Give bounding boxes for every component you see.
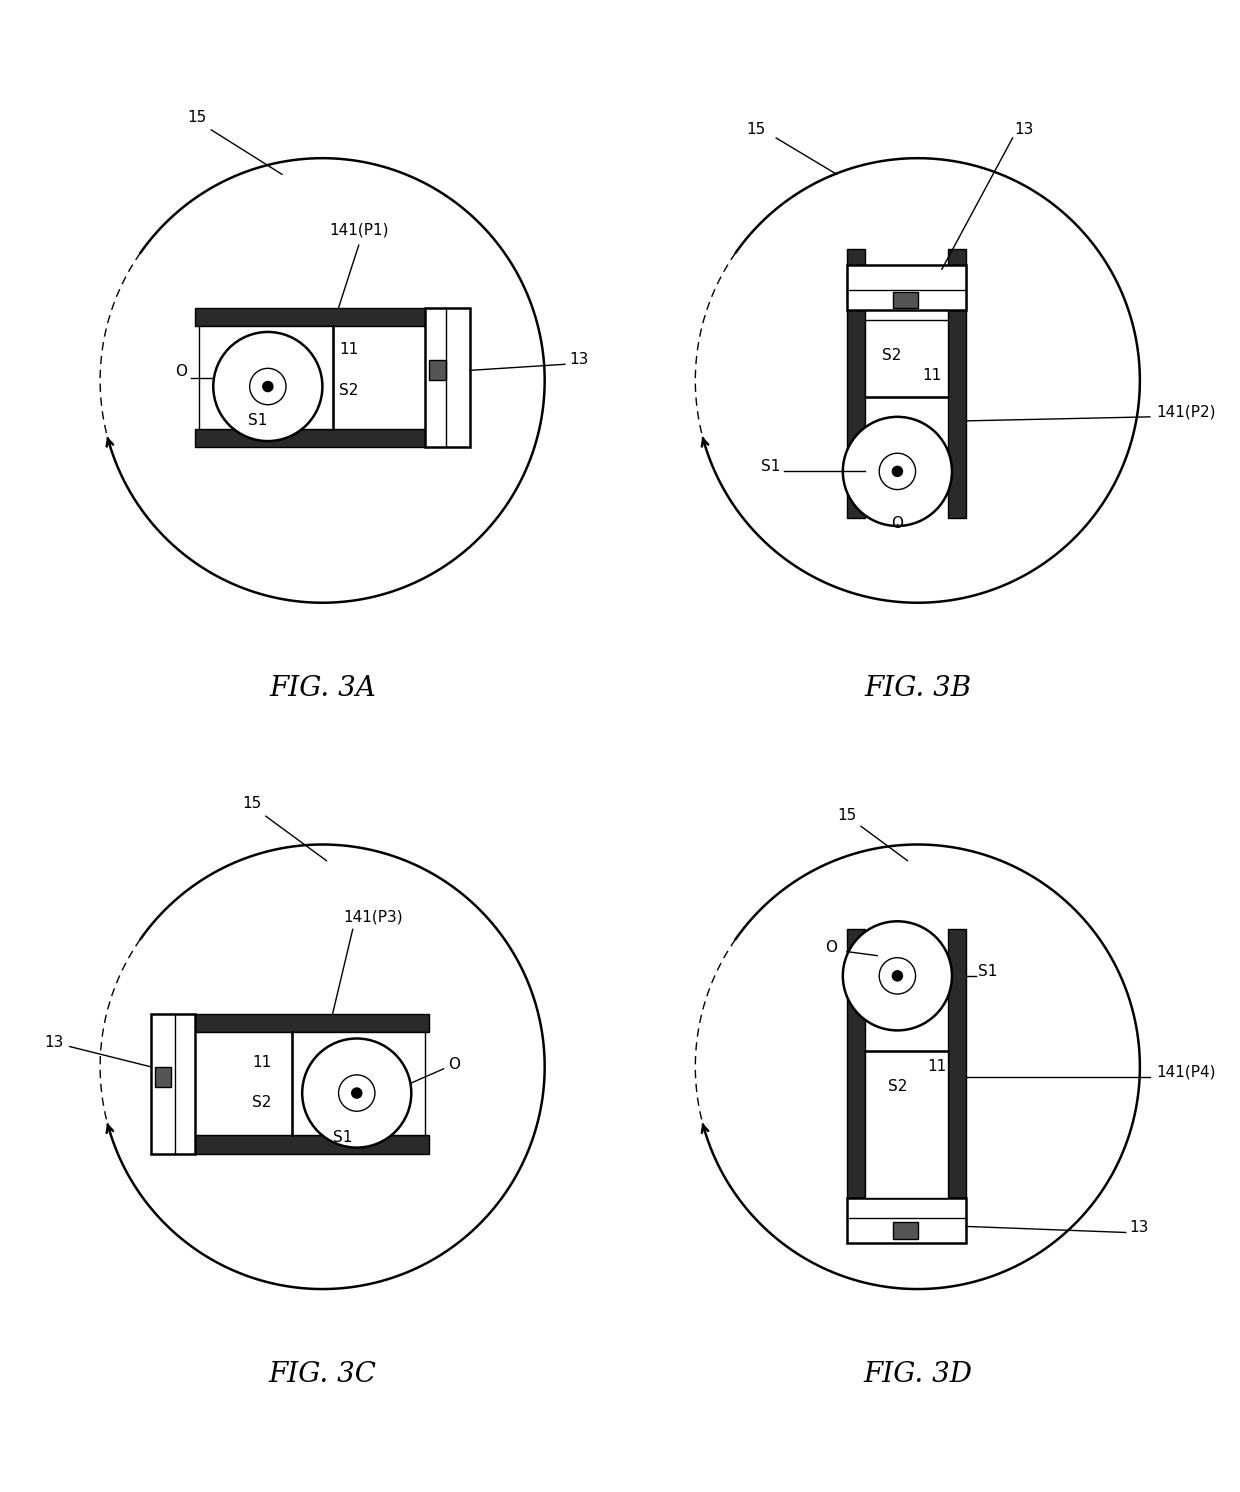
- Bar: [947, 930, 966, 1198]
- Bar: [200, 325, 332, 430]
- Bar: [429, 360, 445, 380]
- Text: S2: S2: [888, 1079, 908, 1094]
- Circle shape: [303, 1038, 412, 1147]
- Text: 15: 15: [187, 110, 207, 125]
- Text: S2: S2: [339, 382, 358, 397]
- Bar: [866, 319, 947, 397]
- Text: O: O: [892, 516, 904, 531]
- Text: 15: 15: [746, 122, 766, 137]
- Text: 11: 11: [928, 1059, 947, 1074]
- Bar: [847, 1198, 966, 1243]
- Text: 11: 11: [923, 369, 941, 383]
- Bar: [293, 1032, 425, 1135]
- Text: 141(P4): 141(P4): [1156, 1065, 1215, 1080]
- Circle shape: [249, 369, 286, 404]
- Circle shape: [843, 416, 952, 527]
- Text: 11: 11: [339, 342, 358, 357]
- Bar: [847, 266, 966, 310]
- Text: 15: 15: [242, 797, 262, 812]
- Text: 141(P3): 141(P3): [343, 909, 403, 924]
- Text: S2: S2: [882, 348, 901, 363]
- Circle shape: [213, 331, 322, 442]
- Bar: [947, 249, 966, 518]
- Text: S1: S1: [332, 1129, 352, 1144]
- Text: O: O: [175, 364, 187, 379]
- Text: 11: 11: [252, 1055, 272, 1070]
- Text: 13: 13: [45, 1034, 63, 1049]
- Text: O: O: [825, 940, 837, 955]
- Circle shape: [843, 921, 952, 1031]
- Bar: [425, 307, 470, 448]
- Circle shape: [352, 1088, 362, 1098]
- Text: S2: S2: [252, 1095, 272, 1110]
- Bar: [150, 1015, 195, 1153]
- Bar: [847, 930, 866, 1198]
- Text: FIG. 3A: FIG. 3A: [269, 674, 376, 703]
- Circle shape: [339, 1074, 374, 1112]
- Text: S1: S1: [248, 413, 268, 428]
- Text: FIG. 3B: FIG. 3B: [864, 674, 971, 703]
- Circle shape: [879, 958, 915, 994]
- Bar: [866, 1050, 947, 1198]
- Circle shape: [263, 382, 273, 391]
- Text: 141(P1): 141(P1): [329, 222, 388, 237]
- Text: O: O: [448, 1056, 460, 1071]
- Circle shape: [879, 454, 915, 489]
- Text: 13: 13: [569, 352, 588, 367]
- Bar: [847, 249, 866, 518]
- Text: S1: S1: [978, 964, 998, 979]
- Text: 13: 13: [1130, 1220, 1149, 1235]
- Text: S1: S1: [761, 460, 780, 474]
- Bar: [195, 307, 429, 325]
- Bar: [195, 1015, 429, 1032]
- Text: 141(P2): 141(P2): [1156, 404, 1215, 419]
- Text: FIG. 3D: FIG. 3D: [863, 1361, 972, 1389]
- Text: FIG. 3C: FIG. 3C: [268, 1361, 377, 1389]
- Circle shape: [893, 971, 903, 980]
- Bar: [893, 1222, 918, 1238]
- Bar: [195, 1135, 429, 1153]
- Text: 15: 15: [837, 809, 857, 824]
- Bar: [195, 430, 429, 448]
- Circle shape: [893, 467, 903, 476]
- Bar: [155, 1067, 171, 1088]
- Bar: [893, 291, 918, 307]
- Text: 13: 13: [1014, 122, 1034, 137]
